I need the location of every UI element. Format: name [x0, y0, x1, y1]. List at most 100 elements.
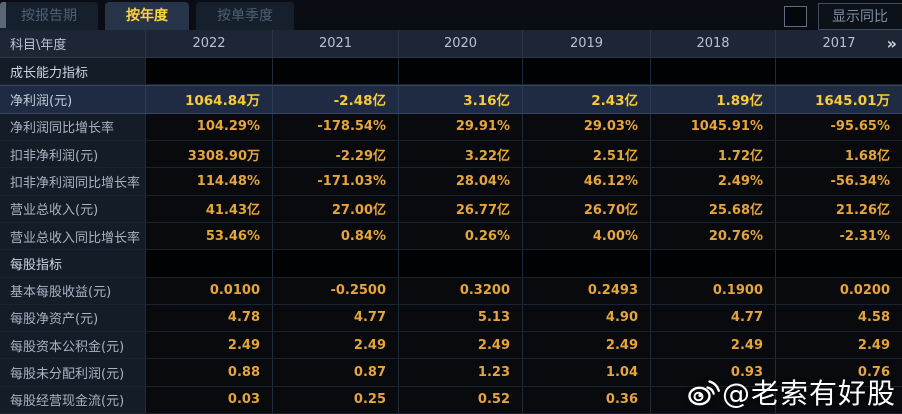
cell-value: 0.93 [650, 359, 775, 386]
cell-value: -0.2500 [272, 277, 398, 304]
cell-value [775, 58, 902, 85]
cell-value: 0.76 [775, 359, 902, 386]
cell-value: 0.36 [522, 386, 650, 414]
table-row: 每股经营现金流(元) 0.03 0.25 0.52 0.36 [0, 386, 902, 414]
table-body: 成长能力指标 净利润(元) 1064.84万 -2.48亿 3.16亿 2.43亿 1.89… [0, 58, 902, 414]
cell-value: 2.49 [522, 332, 650, 359]
cell-value: 2.49% [650, 168, 775, 195]
cell-value: 2.49 [272, 332, 398, 359]
cell-value: 53.46% [145, 222, 272, 250]
header-cell-year: 2020 [398, 30, 522, 57]
year-label: 2019 [569, 36, 604, 51]
cell-value: 1064.84万 [145, 86, 272, 113]
cell-value: 27.00亿 [272, 195, 398, 222]
row-label: 净利润(元) [0, 86, 145, 113]
cell-value: 4.58 [775, 304, 902, 332]
year-label: 2017 [822, 36, 856, 51]
cell-value: -2.31% [775, 222, 902, 250]
header-cell-year: 2021 [272, 30, 398, 57]
cell-value: 1645.01万 [775, 86, 902, 113]
cell-value: 26.77亿 [398, 195, 522, 222]
cell-value [398, 250, 522, 277]
cell-value: 0.26% [398, 222, 522, 250]
row-label: 每股指标 [0, 250, 145, 277]
cell-value: 1.89亿 [650, 86, 775, 113]
cell-value: 2.49 [145, 332, 272, 359]
yoy-controls: 显示同比 [784, 3, 902, 30]
cell-value: -2.29亿 [272, 140, 398, 168]
cell-value [522, 58, 650, 85]
cell-value: 0.25 [272, 386, 398, 414]
cell-value [650, 250, 775, 277]
cell-value: 0.03 [145, 386, 272, 414]
cell-value: -95.65% [775, 113, 902, 140]
cell-value: 0.3200 [398, 277, 522, 304]
tab-bar: 按报告期 按年度 按单季度 显示同比 [0, 0, 902, 30]
tab-by-report-period[interactable]: 按报告期 [0, 2, 98, 30]
cell-value: 1045.91% [650, 113, 775, 140]
cell-value [650, 58, 775, 85]
table-row: 扣非净利润同比增长率 114.48% -171.03% 28.04% 46.12% 2.4… [0, 168, 902, 196]
cell-value: 3.16亿 [398, 86, 522, 113]
cell-value: 104.29% [145, 113, 272, 140]
cell-value: 1.68亿 [775, 140, 902, 168]
show-yoy-checkbox[interactable] [784, 6, 807, 27]
cell-value [775, 386, 902, 414]
table-row: 营业总收入同比增长率 53.46% 0.84% 0.26% 4.00% 20.76% -2.… [0, 222, 902, 251]
header-cell-year: 2017 » [775, 30, 902, 57]
cell-value: 4.77 [272, 304, 398, 332]
table-row: 营业总收入(元) 41.43亿 27.00亿 26.77亿 26.70亿 25.68亿 21… [0, 195, 902, 223]
cell-value: 4.78 [145, 304, 272, 332]
table-row: 基本每股收益(元) 0.0100 -0.2500 0.3200 0.2493 0.1900… [0, 277, 902, 305]
table-row: 成长能力指标 [0, 58, 902, 86]
row-label: 扣非净利润同比增长率 [0, 168, 145, 195]
cell-value: 2.51亿 [522, 140, 650, 168]
table-row: 每股净资产(元) 4.78 4.77 5.13 4.90 4.77 4.58 [0, 304, 902, 333]
row-label: 每股未分配利润(元) [0, 359, 145, 386]
cell-value [272, 250, 398, 277]
cell-value: 1.23 [398, 359, 522, 386]
cell-value: 5.13 [398, 304, 522, 332]
cell-value: 25.68亿 [650, 195, 775, 222]
cell-value: -171.03% [272, 168, 398, 195]
cell-value [145, 58, 272, 85]
cell-value: 29.91% [398, 113, 522, 140]
header-cell-year: 2018 [650, 30, 775, 57]
tab-by-year[interactable]: 按年度 [105, 2, 189, 30]
cell-value [145, 250, 272, 277]
cell-value: 4.90 [522, 304, 650, 332]
cell-value: 2.43亿 [522, 86, 650, 113]
cell-value: 0.88 [145, 359, 272, 386]
cell-value: 26.70亿 [522, 195, 650, 222]
cell-value: 1.04 [522, 359, 650, 386]
tab-by-quarter[interactable]: 按单季度 [196, 2, 294, 30]
row-label: 净利润同比增长率 [0, 113, 145, 140]
cell-value [522, 250, 650, 277]
row-label: 每股经营现金流(元) [0, 386, 145, 414]
table-row: 每股未分配利润(元) 0.88 0.87 1.23 1.04 0.93 0.76 [0, 359, 902, 387]
cell-value: 21.26亿 [775, 195, 902, 222]
show-yoy-label[interactable]: 显示同比 [818, 3, 902, 30]
table-row: 每股指标 [0, 250, 902, 278]
cell-value [775, 250, 902, 277]
cell-value [272, 58, 398, 85]
cell-value: 0.0200 [775, 277, 902, 304]
cell-value: 29.03% [522, 113, 650, 140]
cell-value: 0.0100 [145, 277, 272, 304]
year-label: 2020 [443, 36, 478, 51]
tab-bar-left-edge [0, 2, 6, 28]
row-label: 每股资本公积金(元) [0, 332, 145, 359]
year-label: 2018 [696, 36, 730, 51]
cell-value: 3.22亿 [398, 140, 522, 168]
cell-value: 3308.90万 [145, 140, 272, 168]
next-columns-icon[interactable]: » [886, 33, 897, 53]
cell-value: 20.76% [650, 222, 775, 250]
year-label: 2021 [318, 36, 353, 51]
cell-value: 0.2493 [522, 277, 650, 304]
cell-value: 41.43亿 [145, 195, 272, 222]
cell-value: 0.1900 [650, 277, 775, 304]
row-label: 每股净资产(元) [0, 304, 145, 332]
cell-value: 2.49 [650, 332, 775, 359]
cell-value: -56.34% [775, 168, 902, 195]
cell-value [398, 58, 522, 85]
